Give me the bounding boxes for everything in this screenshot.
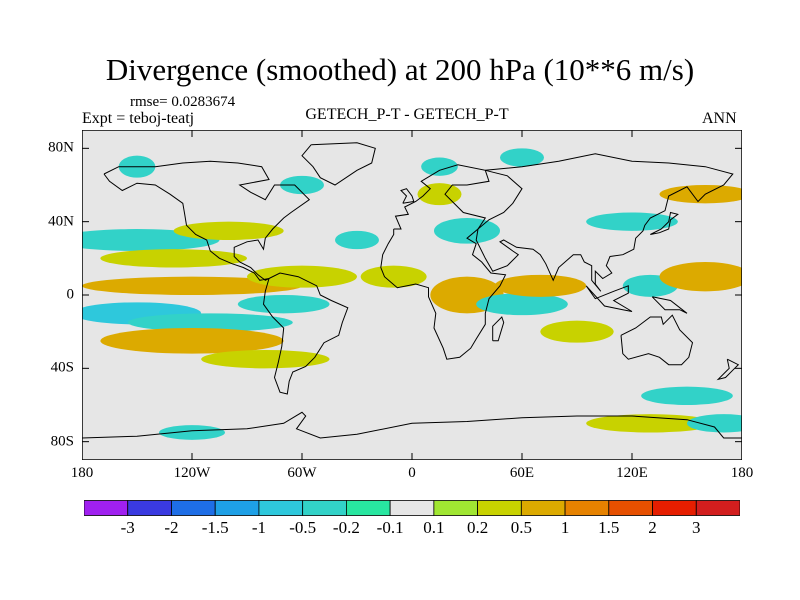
x-tick-label: 0	[408, 465, 416, 481]
colorbar-label: 3	[692, 518, 701, 537]
dataset-label: GETECH_P-T - GETECH_P-T	[305, 106, 509, 123]
colorbar-swatch-12	[608, 500, 653, 516]
new-zealand-coast	[716, 358, 740, 381]
asia-coast	[475, 153, 734, 292]
colorbar-label: 2	[648, 518, 657, 537]
colorbar-swatch-1	[127, 500, 172, 516]
field-region-5	[100, 328, 284, 354]
axis-ticks	[82, 130, 742, 460]
y-tick-label: 40S	[50, 359, 74, 376]
field-region-13	[335, 230, 379, 250]
map-plot	[82, 130, 742, 460]
field-region-17	[434, 218, 500, 244]
colorbar-swatch-10	[520, 500, 566, 516]
colorbar-label: -0.2	[332, 518, 360, 537]
season-label: ANN	[702, 110, 737, 127]
colorbar-swatch-0	[84, 500, 129, 516]
colorbar-label: 0.2	[466, 518, 489, 537]
plot-background	[82, 130, 742, 460]
colorbar-label: -3	[120, 518, 135, 537]
x-tick-label: 180	[730, 465, 754, 481]
field-region-28	[586, 414, 715, 433]
experiment-label: Expt = teboj-teatj	[82, 110, 195, 127]
colorbar-swatch-5	[302, 500, 347, 516]
rmse-label: rmse= 0.0283674	[130, 94, 236, 110]
field-region-29	[687, 414, 742, 433]
y-tick-label: 80S	[50, 433, 74, 450]
field-region-26	[659, 262, 742, 292]
field-region-15	[417, 183, 462, 206]
field-region-24	[659, 185, 742, 204]
greenland-coast	[301, 142, 376, 186]
colorbar-label: -1	[251, 518, 267, 537]
field-region-1	[100, 249, 247, 268]
y-tick-label: 80N	[48, 139, 74, 156]
colorbar-label: -0.1	[376, 518, 404, 537]
colorbar-swatch-6	[345, 500, 391, 516]
field-region-21	[500, 148, 544, 167]
colorbar-label: -2	[164, 518, 179, 537]
japan-coast	[650, 211, 679, 235]
field-region-22	[540, 320, 614, 343]
europe-africa-coast	[380, 164, 507, 360]
plot-title: Divergence (smoothed) at 200 hPa (10**6 …	[105, 52, 695, 87]
colorbar-swatch-7	[389, 500, 435, 516]
south-america-coast	[262, 272, 349, 395]
colorbar-label: 0.1	[423, 518, 445, 537]
colorbar-label: 1	[560, 518, 570, 537]
colorbar-label: -1.5	[201, 518, 229, 537]
colorbar-swatch-4	[258, 500, 304, 516]
field-region-2	[82, 276, 302, 295]
x-tick-label: 60E	[509, 465, 535, 481]
colorbar-swatch-8	[433, 500, 479, 516]
australia-coast	[620, 314, 694, 366]
y-tick-label: 40N	[48, 213, 74, 230]
madagascar-coast	[492, 316, 505, 342]
colorbar-label: -0.5	[289, 518, 317, 537]
colorbar-label: 1.5	[598, 518, 620, 537]
field-region-8	[247, 265, 357, 288]
field-region-14	[360, 265, 427, 288]
field-region-4	[127, 313, 293, 332]
field-region-19	[476, 293, 568, 316]
field-region-23	[586, 212, 678, 231]
colorbar-swatch-2	[171, 500, 216, 516]
field-region-12	[159, 425, 225, 440]
colorbar-swatch-14	[695, 500, 740, 516]
x-tick-label: 120W	[173, 465, 211, 481]
field-region-6	[201, 350, 330, 369]
north-america-coast	[103, 160, 311, 281]
x-tick-label: 60W	[287, 465, 317, 481]
field-region-10	[280, 175, 324, 195]
colorbar	[84, 500, 740, 516]
field-region-27	[641, 386, 733, 406]
antarctica-coast	[82, 411, 742, 439]
colorbar-swatch-11	[564, 500, 610, 516]
field-region-7	[173, 221, 284, 240]
y-tick-label: 0	[66, 286, 75, 303]
colorbar-swatch-3	[214, 500, 260, 516]
divergence-field	[82, 148, 742, 440]
colorbar-label: 0.5	[510, 518, 532, 537]
indonesia-coast	[585, 285, 633, 312]
x-tick-label: 120E	[616, 465, 648, 481]
field-region-16	[421, 157, 458, 176]
colorbar-swatch-9	[477, 500, 522, 516]
colorbar-swatch-13	[652, 500, 697, 516]
new-guinea-coast	[651, 296, 688, 314]
field-region-20	[494, 274, 587, 297]
x-tick-label: 180	[70, 465, 94, 481]
field-region-9	[237, 295, 330, 314]
uk-coast	[400, 188, 415, 204]
coastlines	[82, 142, 742, 439]
